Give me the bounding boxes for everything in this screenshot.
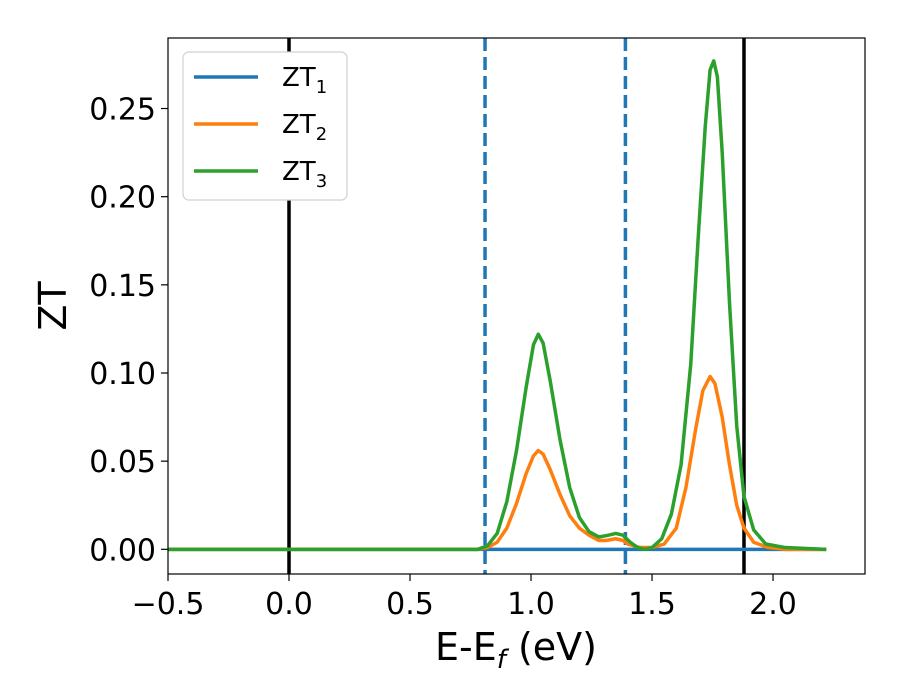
y-tick-label: 0.05 xyxy=(89,445,156,480)
legend-label-zt2: ZT2 xyxy=(282,110,327,145)
y-axis-label: ZT xyxy=(31,281,75,331)
y-tick-label: 0.15 xyxy=(89,269,156,304)
x-tick-label: −0.5 xyxy=(132,587,205,622)
series-layer xyxy=(168,59,827,552)
y-axis-ticks: 0.00 0.05 0.10 0.15 0.20 0.25 xyxy=(89,93,168,568)
legend-box xyxy=(182,51,348,201)
y-tick-label: 0.10 xyxy=(89,357,156,392)
y-tick-label: 0.00 xyxy=(89,533,156,568)
plot-frame xyxy=(167,37,866,575)
legend-label-zt3: ZT3 xyxy=(282,157,327,192)
x-tick-label: 1.5 xyxy=(628,587,676,622)
y-tick-label: 0.25 xyxy=(89,93,156,128)
legend: ZT1 ZT2 ZT3 xyxy=(182,51,348,201)
series-line-zt2 xyxy=(168,374,827,552)
legend-label-zt1: ZT1 xyxy=(282,63,327,98)
x-axis-label: E-Ef (eV) xyxy=(435,625,597,675)
x-tick-label: 1.0 xyxy=(507,587,555,622)
x-tick-label: 0.0 xyxy=(265,587,313,622)
x-tick-label: 0.5 xyxy=(386,587,434,622)
series-line-zt3 xyxy=(168,59,827,552)
y-tick-label: 0.20 xyxy=(89,181,156,216)
x-tick-label: 2.0 xyxy=(749,587,797,622)
x-axis-ticks: −0.5 0.0 0.5 1.0 1.5 2.0 xyxy=(132,574,797,622)
